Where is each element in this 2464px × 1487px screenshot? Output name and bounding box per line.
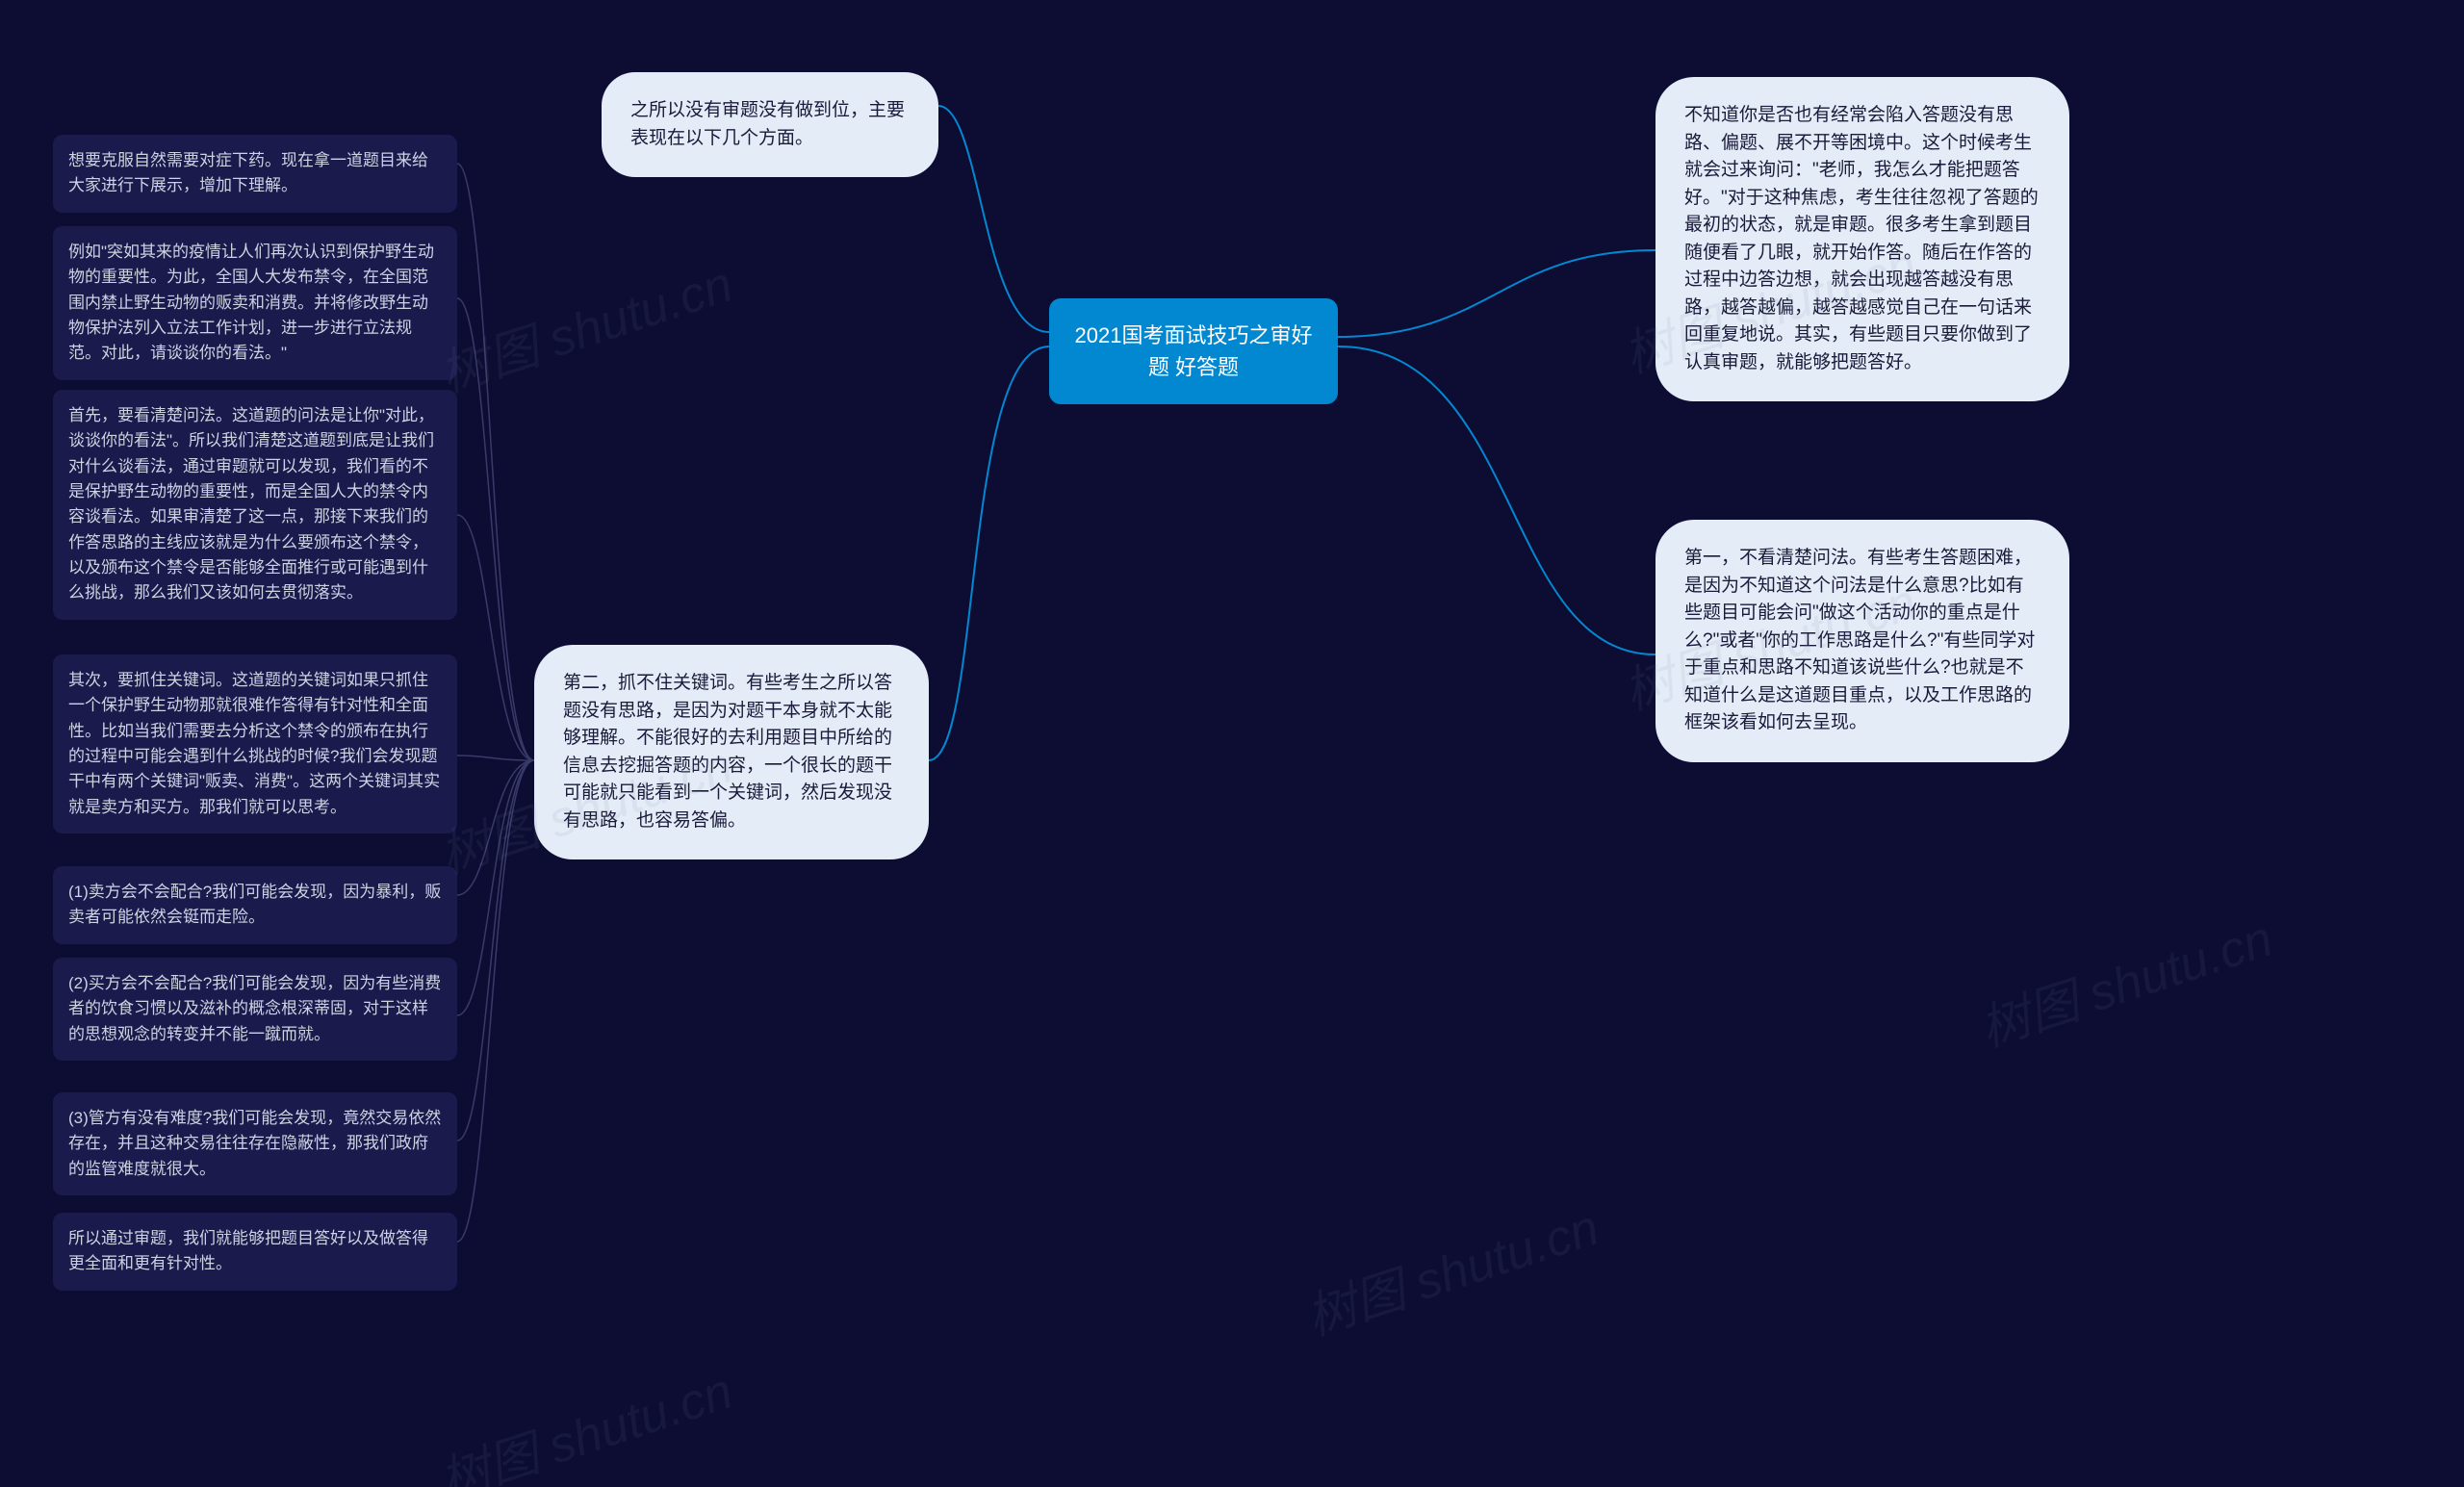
watermark: 树图 shutu.cn	[429, 1350, 740, 1487]
left-bubble-2: 第二，抓不住关键词。有些考生之所以答题没有思路，是因为对题干本身就不太能够理解。…	[534, 645, 929, 859]
watermark: 树图 shutu.cn	[1969, 898, 2280, 1061]
watermark: 树图 shutu.cn	[1296, 1187, 1606, 1349]
leaf-4: 其次，要抓住关键词。这道题的关键词如果只抓住一个保护野生动物那就很难作答得有针对…	[53, 654, 457, 833]
left-bubble-1: 之所以没有审题没有做到位，主要表现在以下几个方面。	[602, 72, 938, 177]
right-bubble-1: 不知道你是否也有经常会陷入答题没有思路、偏题、展不开等困境中。这个时候考生就会过…	[1656, 77, 2069, 401]
leaf-2: 例如"突如其来的疫情让人们再次认识到保护野生动物的重要性。为此，全国人大发布禁令…	[53, 226, 457, 380]
leaf-1: 想要克服自然需要对症下药。现在拿一道题目来给大家进行下展示，增加下理解。	[53, 135, 457, 213]
leaf-6: (2)买方会不会配合?我们可能会发现，因为有些消费者的饮食习惯以及滋补的概念根深…	[53, 958, 457, 1061]
leaf-3: 首先，要看清楚问法。这道题的问法是让你"对此，谈谈你的看法"。所以我们清楚这道题…	[53, 390, 457, 620]
center-node: 2021国考面试技巧之审好题 好答题	[1049, 298, 1338, 404]
leaf-8: 所以通过审题，我们就能够把题目答好以及做答得更全面和更有针对性。	[53, 1213, 457, 1291]
leaf-7: (3)管方有没有难度?我们可能会发现，竟然交易依然存在，并且这种交易往往存在隐蔽…	[53, 1092, 457, 1195]
leaf-5: (1)卖方会不会配合?我们可能会发现，因为暴利，贩卖者可能依然会铤而走险。	[53, 866, 457, 944]
right-bubble-2: 第一，不看清楚问法。有些考生答题困难，是因为不知道这个问法是什么意思?比如有些题…	[1656, 520, 2069, 762]
watermark: 树图 shutu.cn	[429, 244, 740, 406]
